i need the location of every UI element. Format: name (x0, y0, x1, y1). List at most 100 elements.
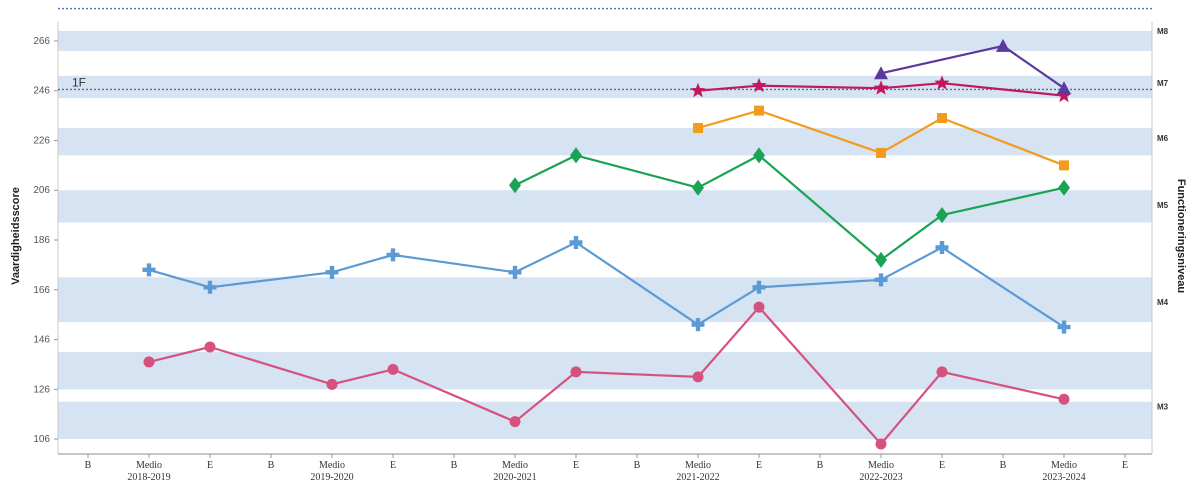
level-label: M7 (1157, 79, 1169, 88)
data-point-diamond (753, 147, 765, 164)
x-tick-sublabel: 2020-2021 (493, 472, 536, 483)
x-tick-sublabel: 2023-2024 (1042, 472, 1085, 483)
x-tick-label: E (390, 460, 396, 471)
data-point-cross (874, 273, 888, 287)
x-tick-label: B (817, 460, 824, 471)
data-point-circle (326, 378, 338, 390)
data-point-cross (691, 318, 705, 332)
data-point-circle (204, 341, 216, 353)
data-point-star (934, 75, 950, 90)
data-point-circle (875, 438, 887, 450)
x-tick-label: Medio (868, 460, 894, 471)
data-point-circle (387, 363, 399, 375)
y-axis-label: Vaardigheidsscore (10, 187, 22, 285)
data-point-triangle (1057, 81, 1071, 95)
data-point-cross (935, 240, 949, 254)
data-point-diamond (1058, 179, 1070, 196)
data-point-circle (753, 301, 765, 313)
x-tick-label: Medio (136, 460, 162, 471)
x-tick-label: B (268, 460, 275, 471)
data-point-square (876, 147, 886, 158)
data-point-square (754, 105, 764, 116)
y-tick-label: 126 (33, 384, 50, 395)
data-point-cross (1057, 320, 1071, 334)
y-tick-label: 246 (33, 86, 50, 97)
data-point-cross (142, 263, 156, 277)
x-tick-label: Medio (685, 460, 711, 471)
series-triangle (874, 38, 1071, 95)
data-point-diamond (509, 177, 521, 194)
series-diamond (509, 147, 1070, 268)
y-tick-label: 186 (33, 235, 50, 246)
data-point-star (751, 77, 767, 93)
x-tick-label: Medio (319, 460, 345, 471)
data-point-square (693, 123, 703, 134)
series-cross (142, 235, 1071, 334)
data-point-triangle (874, 66, 888, 80)
data-point-cross (752, 280, 766, 294)
data-point-star (1056, 87, 1072, 103)
data-point-triangle (996, 38, 1010, 52)
x-tick-label: Medio (1051, 460, 1077, 471)
data-point-circle (692, 371, 704, 383)
data-point-circle (570, 366, 582, 378)
level-band (58, 351, 1152, 390)
level-band (58, 128, 1152, 156)
x-tick-sublabel: 2021-2022 (676, 472, 719, 483)
data-point-square (937, 113, 947, 124)
reference-lines: 1F (58, 7, 1152, 91)
axes: 106 126 146 166 186 206 226 246 266 M3 M4 M5 M6 M7 M8 B… (33, 22, 1169, 483)
x-tick-sublabel: 2018-2019 (127, 472, 170, 483)
data-point-cross (325, 265, 339, 279)
x-tick-label: E (756, 460, 762, 471)
y-tick-label: 206 (33, 185, 50, 196)
x-tick-label: E (1122, 460, 1128, 471)
data-point-diamond (570, 147, 582, 164)
data-point-cross (386, 248, 400, 262)
data-point-cross (203, 280, 217, 294)
x-tick-sublabel: 2022-2023 (859, 472, 902, 483)
data-point-diamond (692, 179, 704, 196)
data-point-diamond (936, 207, 948, 224)
data-point-cross (569, 235, 583, 249)
data-point-cross (508, 265, 522, 279)
series-circle (143, 301, 1070, 450)
level-label: M8 (1157, 27, 1169, 36)
data-point-square (1059, 160, 1069, 171)
level-bands (58, 30, 1152, 440)
x-tick-label: B (634, 460, 641, 471)
level-band (58, 277, 1152, 323)
level-band (58, 401, 1152, 440)
level-label: M3 (1157, 403, 1169, 412)
series-lines (142, 38, 1072, 450)
level-band (58, 30, 1152, 51)
y-tick-label: 166 (33, 285, 50, 296)
x-tick-label: B (85, 460, 92, 471)
y2-axis-label: Functioneringsniveau (1175, 179, 1187, 293)
y-tick-label: 266 (33, 36, 50, 47)
level-label: M6 (1157, 134, 1169, 143)
data-point-circle (1058, 393, 1070, 405)
x-tick-label: B (1000, 460, 1007, 471)
y-tick-label: 146 (33, 335, 50, 346)
axis-labels: Vaardigheidsscore Functioneringsniveau (10, 179, 1187, 293)
x-tick-label: B (451, 460, 458, 471)
level-label: M5 (1157, 201, 1169, 210)
level-label: M4 (1157, 298, 1169, 307)
series-square (693, 105, 1069, 171)
data-point-circle (143, 356, 155, 368)
data-point-star (690, 82, 706, 98)
x-tick-label: Medio (502, 460, 528, 471)
data-point-diamond (875, 251, 887, 268)
data-point-circle (936, 366, 948, 378)
level-band (58, 190, 1152, 223)
data-point-circle (509, 416, 521, 428)
series-star (690, 75, 1072, 103)
x-tick-label: E (207, 460, 213, 471)
data-point-star (873, 80, 889, 95)
y-tick-label: 226 (33, 135, 50, 146)
reference-line-label: 1F (72, 75, 86, 89)
x-tick-sublabel: 2019-2020 (310, 472, 353, 483)
y-tick-label: 106 (33, 434, 50, 445)
